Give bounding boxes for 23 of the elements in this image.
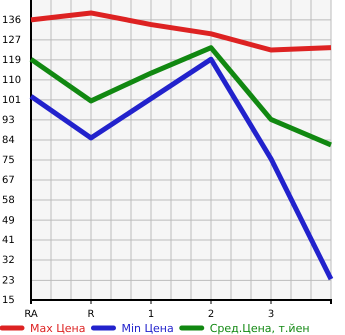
x-tick-label: 3 xyxy=(268,309,274,320)
y-tick-label: 23 xyxy=(2,276,15,287)
x-tick-label: 2 xyxy=(208,309,214,320)
y-tick-label: 127 xyxy=(2,35,22,46)
y-tick-label: 136 xyxy=(2,15,22,26)
y-tick-label: 75 xyxy=(2,155,15,166)
y-tick-label: 67 xyxy=(2,175,15,186)
x-tick-label: 1 xyxy=(148,309,154,320)
x-tick-label: R xyxy=(88,309,95,320)
y-tick-label: 93 xyxy=(2,115,15,126)
y-tick-label: 15 xyxy=(2,295,15,306)
legend-label: Max Цена xyxy=(30,322,86,335)
y-tick-label: 84 xyxy=(2,135,15,146)
y-tick-label: 49 xyxy=(2,215,15,226)
y-tick-label: 32 xyxy=(2,255,15,266)
legend-label: Сред.Цена, т.йен xyxy=(210,322,310,335)
y-tick-label: 110 xyxy=(2,75,22,86)
x-tick-label: RA xyxy=(24,309,38,320)
y-tick-label: 41 xyxy=(2,235,15,246)
y-tick-label: 119 xyxy=(2,55,22,66)
legend-label: Min Цена xyxy=(121,322,174,335)
y-tick-label: 58 xyxy=(2,195,15,206)
y-tick-label: 101 xyxy=(2,95,22,106)
